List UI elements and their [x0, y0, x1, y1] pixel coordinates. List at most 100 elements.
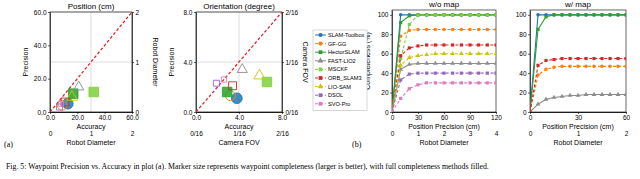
point: [460, 43, 463, 46]
point: [399, 13, 403, 17]
tick-label: 40: [519, 70, 527, 77]
point: [399, 78, 402, 81]
tick-mark: [48, 12, 50, 13]
point: [434, 13, 437, 16]
point: [486, 13, 489, 16]
tick-mark: [282, 12, 284, 13]
axis-line: [197, 112, 283, 113]
tick: 30: [415, 112, 423, 121]
tick-label: 80: [381, 31, 389, 38]
legend-marker: [319, 68, 323, 72]
legend-marker: [319, 76, 323, 80]
point: [58, 101, 63, 106]
point: [477, 13, 480, 16]
point: [442, 51, 447, 55]
point: [486, 43, 489, 46]
point: [442, 43, 445, 46]
axis-line: [132, 13, 133, 113]
legend-label: DSOL: [328, 92, 343, 98]
point: [592, 13, 596, 17]
point: [560, 65, 564, 69]
tick: 4: [495, 112, 499, 137]
tick-label: 90: [467, 114, 475, 121]
point: [392, 110, 394, 112]
point: [425, 81, 428, 84]
tick-label: 60: [623, 114, 631, 121]
point: [237, 64, 247, 73]
point: [434, 72, 437, 75]
point: [536, 28, 539, 31]
x-axis-title: Accuracy: [225, 123, 254, 131]
tick-label: 2: [625, 130, 629, 137]
point: [544, 59, 547, 62]
point: [468, 43, 471, 46]
tick: 30: [575, 112, 583, 121]
point: [408, 14, 411, 17]
tick-label: 2: [443, 130, 447, 137]
axis-line: [393, 112, 497, 113]
tick-label: 2/16: [286, 9, 299, 16]
point: [450, 51, 455, 55]
tick-label: 20.0: [72, 114, 85, 121]
point: [222, 87, 231, 96]
tick: 0.0: [183, 109, 196, 116]
point: [392, 110, 394, 112]
legend-label: GF-GG: [328, 41, 346, 47]
tick-label: 40: [381, 70, 389, 77]
tick: 120: [491, 112, 502, 121]
tick: 100: [378, 11, 392, 18]
grid: [50, 12, 132, 112]
y2-axis: 012: [132, 9, 140, 116]
grid-line: [50, 62, 132, 63]
point: [494, 72, 496, 75]
point: [416, 72, 419, 75]
tick: 8.0: [183, 9, 196, 16]
tick-label: 2: [131, 130, 135, 137]
point: [486, 81, 489, 84]
point: [442, 13, 445, 16]
tick: 0.0: [192, 112, 201, 121]
tick-mark: [194, 112, 196, 113]
point: [442, 61, 447, 65]
point: [416, 13, 419, 16]
point: [477, 43, 480, 46]
point: [408, 87, 411, 90]
point: [434, 28, 438, 32]
point: [616, 13, 619, 16]
point: [494, 13, 496, 16]
tick: 20: [519, 89, 530, 96]
point: [600, 65, 604, 69]
point: [584, 57, 587, 60]
series-line: [392, 83, 496, 112]
tick-label: 20.0: [34, 75, 47, 82]
tick-label: 0: [391, 130, 395, 137]
tick: 0: [132, 109, 140, 116]
legend-label: SVO-Pro: [328, 101, 350, 107]
point: [468, 13, 471, 16]
tick-mark: [390, 15, 392, 16]
point: [408, 23, 411, 26]
series-line: [530, 66, 626, 112]
tick-label: 1: [90, 130, 94, 137]
legend-marker: [319, 102, 323, 106]
point: [624, 13, 626, 17]
point: [459, 51, 464, 55]
x2-axis: 01234: [391, 112, 499, 137]
tick: 2: [625, 112, 629, 137]
point: [486, 13, 489, 16]
point: [468, 72, 471, 75]
plot-area: [50, 12, 132, 112]
point: [434, 13, 438, 17]
point: [407, 55, 412, 59]
tick: 4.0: [183, 59, 196, 66]
tick: 40.0: [34, 42, 50, 49]
point: [425, 43, 428, 46]
point: [494, 13, 496, 16]
point: [608, 13, 611, 16]
plot-frame: [196, 12, 282, 112]
tick: 2/16: [276, 112, 289, 137]
chart-title: Position (cm): [68, 2, 115, 11]
point: [494, 28, 496, 32]
axis-line: [51, 112, 133, 113]
point: [600, 92, 605, 96]
